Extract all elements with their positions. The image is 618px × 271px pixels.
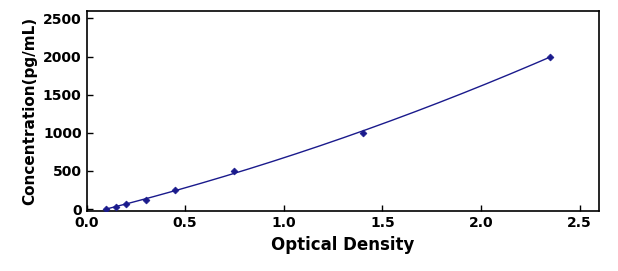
X-axis label: Optical Density: Optical Density — [271, 236, 415, 254]
Y-axis label: Concentration(pg/mL): Concentration(pg/mL) — [22, 17, 37, 205]
